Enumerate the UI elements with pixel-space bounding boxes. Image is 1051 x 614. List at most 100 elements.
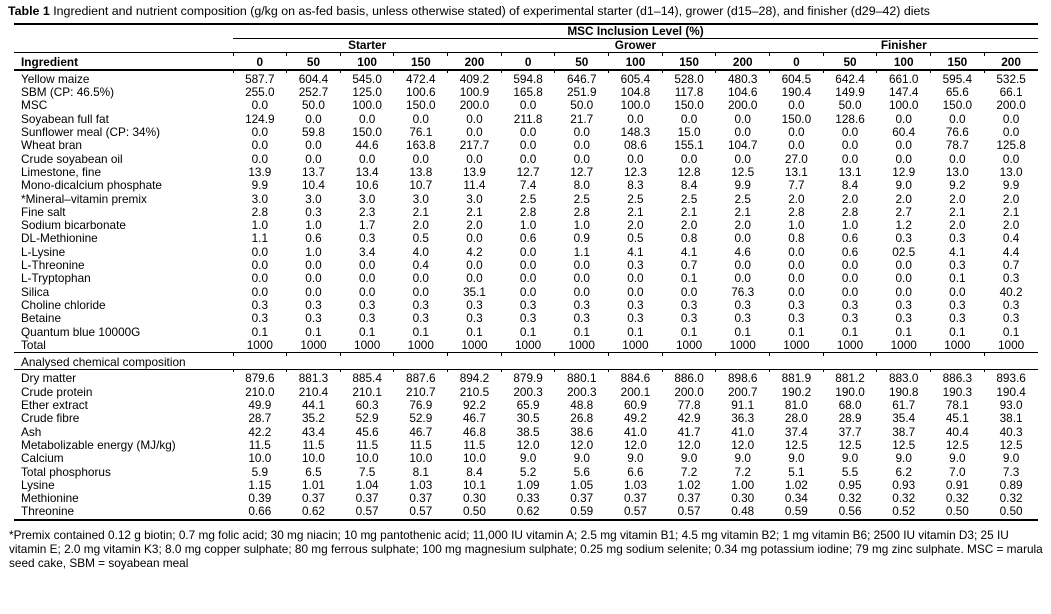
value-cell: 4.4 <box>1002 245 1020 259</box>
value-cell: 93.0 <box>999 399 1023 413</box>
value-cell: 2.0 <box>466 219 483 233</box>
value-cell: 0.95 <box>838 478 862 492</box>
value-cell: 104.6 <box>727 86 758 100</box>
table-row: Quantum blue 10000G 0.1 0.1 0.1 0.1 0.1 0.1 0.1… <box>14 326 1038 339</box>
header-rule <box>14 52 1038 56</box>
value-cell: 0.0 <box>949 285 966 299</box>
value-cell: 0.0 <box>734 112 751 126</box>
value-cell: 0.4 <box>1002 232 1020 246</box>
value-cell: 0.0 <box>251 285 269 299</box>
value-cell: 08.6 <box>623 139 647 153</box>
value-cell: 02.5 <box>892 245 916 259</box>
value-cell: 0.0 <box>841 285 859 299</box>
value-cell: 0.0 <box>627 272 644 286</box>
value-cell: 0.0 <box>788 99 805 113</box>
row-label: Threonine <box>21 505 75 519</box>
value-cell: 52.9 <box>355 412 379 426</box>
value-cell: 11.5 <box>302 438 325 452</box>
value-cell: 1.1 <box>251 232 269 246</box>
value-cell: 125.0 <box>352 86 382 100</box>
value-cell: 190.8 <box>888 385 919 399</box>
value-cell: 2.8 <box>519 205 537 219</box>
value-cell: 2.0 <box>788 192 805 206</box>
value-cell: 210.0 <box>245 385 275 399</box>
value-cell: 50.0 <box>570 99 594 113</box>
value-cell: 1000 <box>514 338 542 352</box>
value-cell: 5.9 <box>251 465 269 479</box>
value-cell: 0.7 <box>680 259 698 273</box>
value-cell: 8.3 <box>627 179 644 193</box>
value-cell: 0.66 <box>248 505 272 519</box>
value-cell: 1.0 <box>305 219 322 233</box>
value-cell: 2.5 <box>573 192 590 206</box>
value-cell: 0.57 <box>623 505 647 519</box>
value-cell: 898.6 <box>727 372 758 386</box>
value-cell: 0.0 <box>734 232 751 246</box>
value-cell: 0.8 <box>680 232 698 246</box>
value-cell: 41.7 <box>677 425 701 439</box>
value-cell: 9.0 <box>895 452 912 466</box>
value-cell: 4.2 <box>466 245 483 259</box>
value-cell: 9.0 <box>734 452 751 466</box>
value-cell: 0.0 <box>788 285 805 299</box>
row-label: Sodium bicarbonate <box>21 219 126 233</box>
value-cell: 0.3 <box>734 298 751 312</box>
table-row: Crude protein 210.0 210.4 210.1 210.7 210.5 20… <box>14 386 1038 399</box>
value-cell: 41.0 <box>623 425 647 439</box>
value-cell: 0.0 <box>788 245 805 259</box>
table-row: Betaine 0.3 0.3 0.3 0.3 0.3 0.3 0.3 0.3 0.3 0.3 0.3… <box>14 312 1038 325</box>
row-label: Total phosphorus <box>21 465 111 479</box>
value-cell: 886.3 <box>942 372 973 386</box>
value-cell: 0.0 <box>251 259 269 273</box>
level-header: 50 <box>306 55 321 69</box>
value-cell: 11.4 <box>463 179 486 193</box>
value-cell: 0.3 <box>466 298 483 312</box>
value-cell: 12.0 <box>516 438 540 452</box>
value-cell: 0.62 <box>302 505 325 519</box>
value-cell: 150.0 <box>674 99 704 113</box>
value-cell: 60.4 <box>892 126 916 140</box>
value-cell: 0.0 <box>841 139 859 153</box>
value-cell: 50.0 <box>302 99 325 113</box>
level-header: 0 <box>256 55 264 69</box>
table-row: Ether extract 49.9 44.1 60.3 76.9 92.2 65.9 48.… <box>14 399 1038 412</box>
msc-inclusion-header-row: MSC Inclusion Level (%) <box>14 22 1038 39</box>
value-cell: 0.48 <box>731 505 755 519</box>
value-cell: 251.9 <box>567 86 597 100</box>
value-cell: 0.0 <box>680 152 698 166</box>
value-cell: 77.8 <box>677 399 701 413</box>
value-cell: 0.0 <box>1002 152 1020 166</box>
value-cell: 0.0 <box>788 272 805 286</box>
level-header: 50 <box>843 55 857 69</box>
value-cell: 2.1 <box>466 205 483 219</box>
value-cell: 0.0 <box>519 126 537 140</box>
value-cell: 9.0 <box>680 452 698 466</box>
value-cell: 76.9 <box>409 399 433 413</box>
value-cell: 41.0 <box>731 425 755 439</box>
value-cell: 38.5 <box>516 425 540 439</box>
value-cell: 595.4 <box>942 72 973 86</box>
value-cell: 12.5 <box>945 438 969 452</box>
value-cell: 0.57 <box>677 505 701 519</box>
value-cell: 49.2 <box>623 412 647 426</box>
value-cell: 1.03 <box>623 478 647 492</box>
value-cell: 13.0 <box>999 165 1023 179</box>
value-cell: 0.1 <box>519 325 537 339</box>
value-cell: 12.5 <box>838 438 862 452</box>
value-cell: 40.3 <box>999 425 1023 439</box>
value-cell: 0.0 <box>412 152 429 166</box>
value-cell: 587.7 <box>245 72 275 86</box>
value-cell: 12.7 <box>516 165 540 179</box>
value-cell: 0.0 <box>305 272 322 286</box>
value-cell: 200.0 <box>459 99 490 113</box>
value-cell: 6.6 <box>627 465 644 479</box>
value-cell: 0.0 <box>734 272 751 286</box>
value-cell: 0.0 <box>519 152 537 166</box>
value-cell: 2.1 <box>680 205 698 219</box>
value-cell: 0.57 <box>409 505 433 519</box>
value-cell: 7.0 <box>949 465 966 479</box>
diet-composition-table: MSC Inclusion Level (%) Starter Grower F… <box>14 22 1038 523</box>
value-cell: 4.6 <box>734 245 751 259</box>
value-cell: 1.01 <box>302 478 325 492</box>
table-caption: Table 1 Ingredient and nutrient composit… <box>8 4 1040 19</box>
